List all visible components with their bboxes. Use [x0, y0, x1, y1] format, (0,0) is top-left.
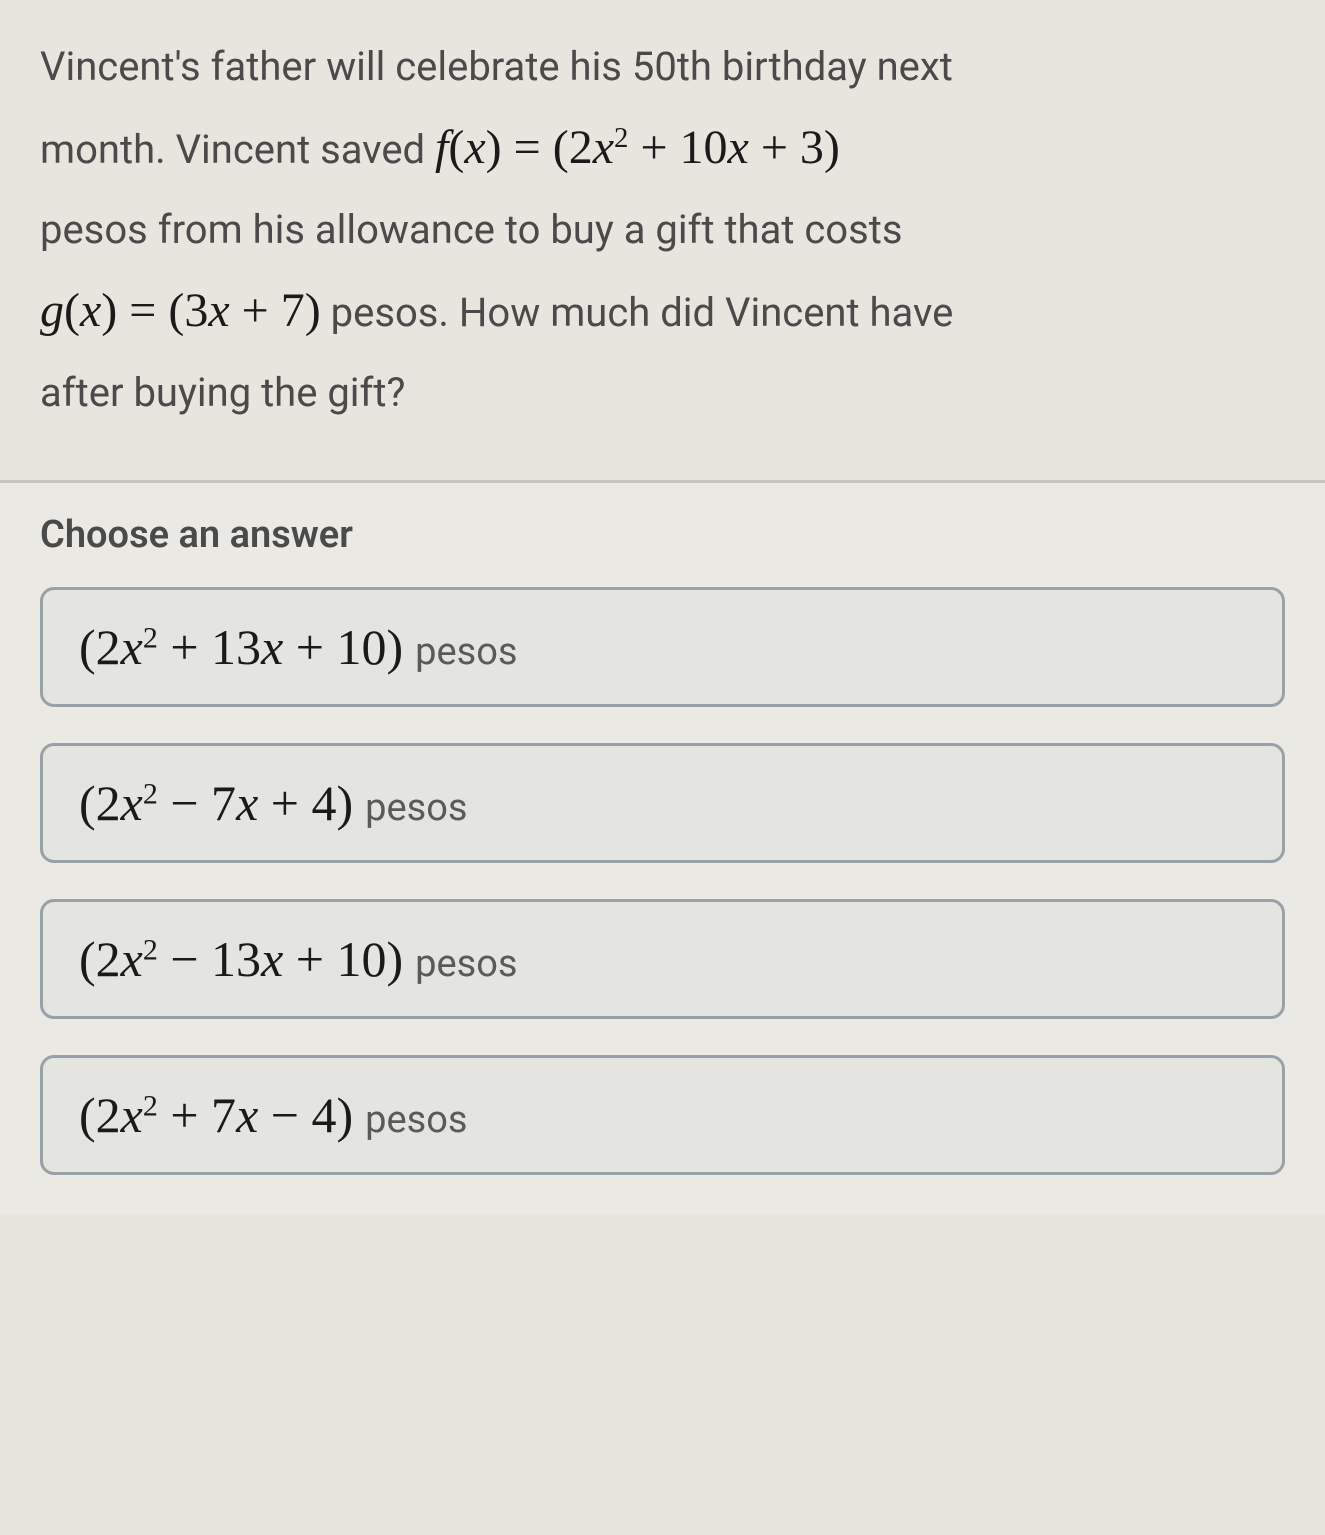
choose-answer-label: Choose an answer	[40, 513, 1285, 557]
option-b-expression: (2x2 − 7x + 4)	[79, 774, 353, 832]
option-d-unit: pesos	[365, 1098, 467, 1142]
question-line-1: Vincent's father will celebrate his 50th…	[40, 43, 953, 90]
option-b-unit: pesos	[365, 786, 467, 830]
option-a-unit: pesos	[415, 630, 517, 674]
option-c-expression: (2x2 − 13x + 10)	[79, 930, 403, 988]
question-line-4-post: pesos. How much did Vincent have	[331, 289, 954, 336]
question-text: Vincent's father will celebrate his 50th…	[40, 30, 1285, 430]
question-line-3: pesos from his allowance to buy a gift t…	[40, 206, 902, 253]
question-block: Vincent's father will celebrate his 50th…	[0, 0, 1325, 480]
answer-option-d[interactable]: (2x2 + 7x − 4) pesos	[40, 1055, 1285, 1175]
option-d-expression: (2x2 + 7x − 4)	[79, 1086, 353, 1144]
question-line-2-pre: month. Vincent saved	[40, 126, 435, 173]
f-expression: f(x) = (2x2 + 10x + 3)	[435, 121, 840, 174]
answer-option-b[interactable]: (2x2 − 7x + 4) pesos	[40, 743, 1285, 863]
g-expression: g(x) = (3x + 7)	[40, 284, 321, 337]
option-a-expression: (2x2 + 13x + 10)	[79, 618, 403, 676]
option-c-unit: pesos	[415, 942, 517, 986]
answer-section: Choose an answer (2x2 + 13x + 10) pesos …	[0, 483, 1325, 1215]
answer-option-a[interactable]: (2x2 + 13x + 10) pesos	[40, 587, 1285, 707]
answer-option-c[interactable]: (2x2 − 13x + 10) pesos	[40, 899, 1285, 1019]
question-line-5: after buying the gift?	[40, 369, 405, 416]
